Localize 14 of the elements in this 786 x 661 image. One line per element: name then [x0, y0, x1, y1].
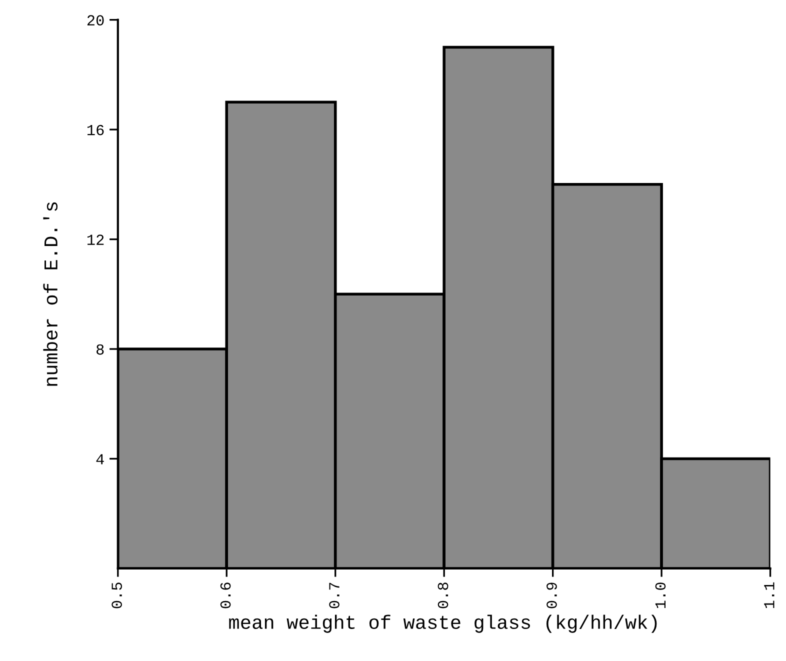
y-tick-label: 12: [87, 234, 104, 245]
y-tick-label: 8: [96, 344, 104, 355]
x-tick-label: 0.5: [112, 582, 122, 608]
x-tick-label: 0.7: [329, 582, 340, 608]
y-tick-label: 4: [96, 454, 104, 464]
x-axis-title: mean weight of waste glass (kg/hh/wk): [229, 614, 657, 633]
y-tick-label: 16: [87, 124, 104, 136]
x-tick-label: 0.6: [220, 582, 231, 608]
x-tick-label: 0.8: [438, 582, 448, 608]
y-tick-label: 20: [87, 15, 104, 26]
x-tick-label: 1.0: [655, 582, 666, 608]
x-tick-label: 1.1: [764, 582, 774, 608]
y-axis-title: number of E.D.'s: [43, 202, 58, 386]
x-tick-label: 0.9: [546, 582, 557, 608]
